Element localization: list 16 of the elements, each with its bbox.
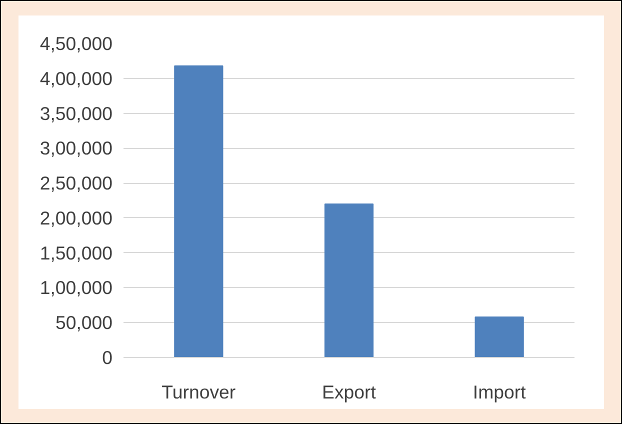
y-tick-label: 0 (102, 347, 113, 368)
y-tick-label: 2,00,000 (40, 207, 113, 228)
y-tick-label: 1,00,000 (40, 277, 113, 298)
bar (174, 65, 224, 358)
y-tick-label: 4,50,000 (40, 33, 113, 54)
y-tick-label: 1,50,000 (40, 242, 113, 264)
y-tick-label: 2,50,000 (40, 172, 113, 194)
y-tick-label: 4,00,000 (40, 68, 113, 89)
y-tick-label: 3,50,000 (40, 102, 113, 124)
bar (474, 316, 524, 358)
x-tick-label: Import (472, 382, 527, 402)
x-tick-label: Turnover (162, 382, 236, 402)
y-tick-label: 50,000 (55, 312, 112, 334)
bar (324, 203, 374, 358)
y-tick-label: 3,00,000 (40, 138, 113, 159)
x-tick-label: Export (322, 382, 377, 402)
